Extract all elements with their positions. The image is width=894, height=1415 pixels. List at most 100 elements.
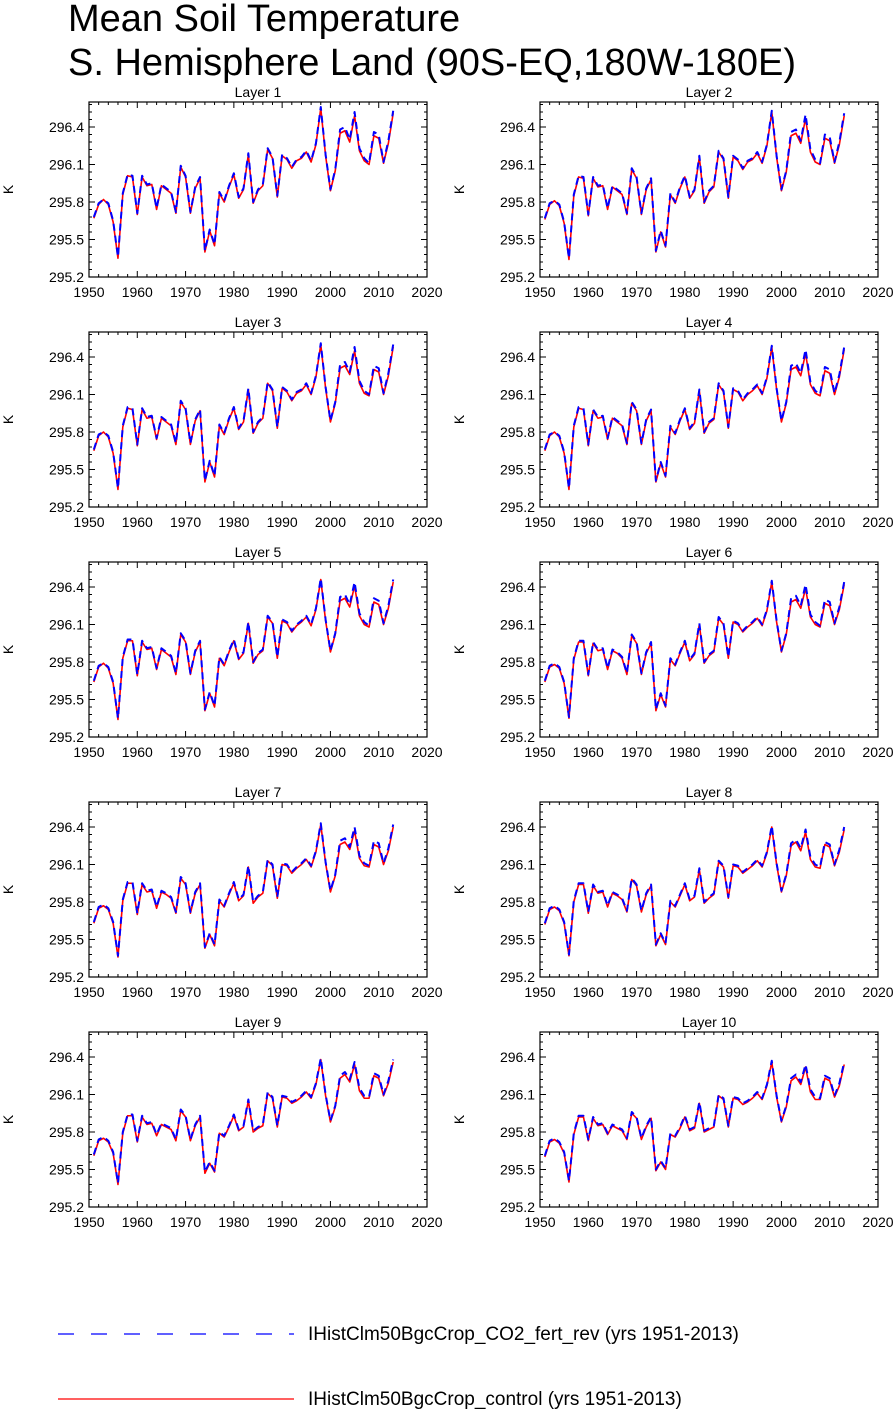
series-line-co2-fert	[543, 109, 846, 260]
series-line-control	[544, 581, 845, 720]
x-tick-label: 2010	[363, 514, 394, 530]
y-tick-label: 296.1	[49, 157, 84, 173]
panel-title: Layer 6	[686, 544, 733, 560]
panel-title: Layer 9	[235, 1014, 282, 1030]
x-tick-label: 2000	[315, 284, 346, 300]
x-tick-label: 1960	[573, 514, 604, 530]
x-tick-label: 1970	[170, 284, 201, 300]
y-tick-label: 295.8	[500, 194, 535, 210]
y-tick-label: 296.4	[500, 819, 535, 835]
y-axis-label: K	[0, 1114, 16, 1124]
plot-frame	[539, 101, 879, 278]
y-tick-label: 295.5	[49, 462, 84, 478]
series-line-co2-fert	[92, 577, 395, 720]
x-tick-label: 1970	[170, 514, 201, 530]
y-tick-label: 295.5	[49, 692, 84, 708]
y-axis-label: K	[0, 884, 16, 894]
chart-title-line1: Mean Soil Temperature	[68, 0, 461, 40]
panel-4: Layer 4 1950 1960 1970 1980 1990 2000 2010 2020 2…	[451, 314, 894, 530]
x-tick-label: 1980	[218, 744, 249, 760]
y-tick-label: 296.4	[500, 1049, 535, 1065]
x-tick-label: 2020	[411, 744, 442, 760]
x-tick-label: 1950	[524, 984, 555, 1000]
x-tick-label: 2010	[363, 744, 394, 760]
y-tick-label: 295.2	[500, 969, 535, 985]
x-tick-label: 1960	[573, 744, 604, 760]
panel-8: Layer 8 1950 1960 1970 1980 1990 2000 2010 2020 2…	[451, 784, 894, 1000]
x-tick-label: 2010	[814, 1214, 845, 1230]
x-tick-label: 2020	[862, 284, 893, 300]
x-tick-label: 1990	[267, 284, 298, 300]
panel-title: Layer 2	[686, 84, 733, 100]
series-line-co2-fert	[543, 344, 846, 490]
x-tick-label: 2020	[411, 1214, 442, 1230]
x-tick-label: 2020	[411, 514, 442, 530]
x-tick-label: 2000	[766, 984, 797, 1000]
y-tick-label: 295.8	[49, 194, 84, 210]
y-tick-label: 296.1	[49, 857, 84, 873]
panel-title: Layer 3	[235, 314, 282, 330]
series-line-co2-fert	[92, 822, 395, 957]
panel-title: Layer 7	[235, 784, 282, 800]
y-tick-label: 295.5	[49, 232, 84, 248]
x-tick-label: 2010	[814, 284, 845, 300]
y-tick-label: 296.1	[500, 387, 535, 403]
y-tick-label: 296.4	[500, 349, 535, 365]
legend-swatch-solid-red	[58, 1398, 294, 1400]
chart-svg: Layer 1 1950 1960 1970 1980 1990 2000 2010 2020 2…	[0, 84, 894, 1230]
y-axis-label: K	[0, 644, 16, 654]
y-tick-label: 296.4	[49, 349, 84, 365]
x-tick-label: 1960	[122, 1214, 153, 1230]
panel-1: Layer 1 1950 1960 1970 1980 1990 2000 2010 2020 2…	[0, 84, 443, 300]
x-tick-label: 1970	[170, 984, 201, 1000]
x-tick-label: 1990	[267, 984, 298, 1000]
series-line-co2-fert	[543, 824, 846, 956]
y-tick-label: 295.8	[49, 654, 84, 670]
series-line-co2-fert	[92, 1057, 395, 1185]
y-tick-label: 295.2	[500, 1199, 535, 1215]
legend-swatch-dashed-blue	[58, 1333, 294, 1335]
x-tick-label: 1990	[267, 514, 298, 530]
y-tick-label: 295.5	[500, 462, 535, 478]
y-tick-label: 296.1	[49, 387, 84, 403]
x-tick-label: 2010	[363, 984, 394, 1000]
panel-title: Layer 4	[686, 314, 733, 330]
panel-title: Layer 5	[235, 544, 282, 560]
panel-10: Layer 10 1950 1960 1970 1980 1990 2000 2010 2020…	[451, 1014, 894, 1230]
y-tick-label: 296.4	[500, 579, 535, 595]
series-line-control	[93, 1058, 394, 1186]
x-tick-label: 1960	[573, 984, 604, 1000]
series-line-control	[93, 107, 394, 260]
x-tick-label: 1990	[718, 284, 749, 300]
panel-title: Layer 10	[682, 1014, 737, 1030]
x-tick-label: 1970	[621, 1214, 652, 1230]
x-tick-label: 1950	[524, 284, 555, 300]
x-tick-label: 1950	[73, 984, 104, 1000]
x-tick-label: 1980	[669, 284, 700, 300]
y-tick-label: 296.1	[49, 617, 84, 633]
series-line-co2-fert	[543, 579, 846, 718]
y-tick-label: 295.5	[500, 932, 535, 948]
x-tick-label: 1990	[718, 744, 749, 760]
x-tick-label: 2000	[766, 284, 797, 300]
x-tick-label: 1960	[573, 1214, 604, 1230]
legend-label-control: IHistClm50BgcCrop_control (yrs 1951-2013…	[308, 1389, 682, 1410]
y-tick-label: 296.4	[49, 1049, 84, 1065]
y-tick-label: 295.5	[500, 232, 535, 248]
x-tick-label: 1970	[621, 984, 652, 1000]
x-tick-label: 1960	[122, 514, 153, 530]
y-tick-label: 296.4	[500, 119, 535, 135]
x-tick-label: 1990	[267, 1214, 298, 1230]
x-tick-label: 2000	[766, 744, 797, 760]
x-tick-label: 2000	[766, 514, 797, 530]
x-tick-label: 1950	[524, 744, 555, 760]
y-tick-label: 295.2	[49, 269, 84, 285]
x-tick-label: 1980	[218, 1214, 249, 1230]
y-tick-label: 296.1	[49, 1087, 84, 1103]
y-axis-label: K	[0, 414, 16, 424]
plot-frame	[88, 101, 428, 278]
x-tick-label: 2000	[315, 744, 346, 760]
series-line-control	[544, 1061, 845, 1183]
y-tick-label: 295.2	[500, 729, 535, 745]
x-tick-label: 1980	[669, 514, 700, 530]
